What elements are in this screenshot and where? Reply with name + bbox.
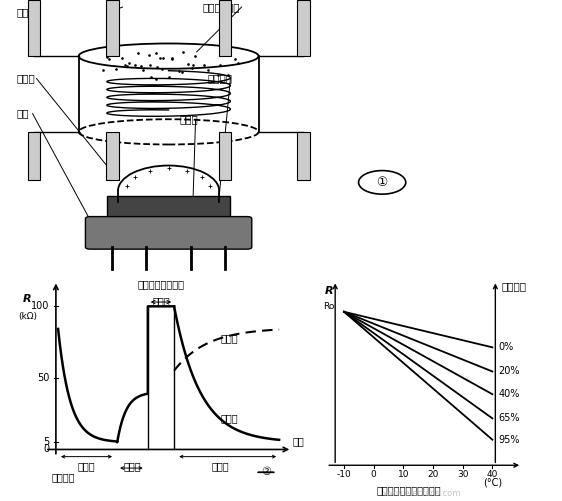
Text: 氧化性: 氧化性 <box>220 333 238 343</box>
Text: R: R <box>23 294 32 304</box>
Text: 电极: 电极 <box>107 2 119 12</box>
Text: 管座: 管座 <box>17 109 29 119</box>
FancyBboxPatch shape <box>85 216 252 249</box>
Text: 加热开关: 加热开关 <box>52 472 75 482</box>
Text: 65%: 65% <box>498 413 520 423</box>
FancyBboxPatch shape <box>219 0 231 56</box>
Text: 暖气时: 暖气时 <box>211 461 229 471</box>
Bar <box>107 196 230 221</box>
Text: 响应时间约一分钟: 响应时间约一分钟 <box>138 279 184 289</box>
Text: Ro: Ro <box>324 302 335 311</box>
Text: (kΩ): (kΩ) <box>18 312 37 321</box>
Text: 40: 40 <box>487 470 498 479</box>
Text: 95%: 95% <box>498 435 520 445</box>
Text: 还原性: 还原性 <box>220 413 238 423</box>
FancyBboxPatch shape <box>28 132 40 179</box>
Text: 时间: 时间 <box>292 436 304 446</box>
FancyBboxPatch shape <box>219 132 231 179</box>
Text: ②: ② <box>261 467 271 477</box>
Text: 0: 0 <box>371 470 377 479</box>
Text: 0%: 0% <box>498 342 514 352</box>
Text: -10: -10 <box>337 470 351 479</box>
Text: 封装玻璃: 封装玻璃 <box>208 74 233 84</box>
FancyBboxPatch shape <box>297 132 310 179</box>
FancyBboxPatch shape <box>106 0 119 56</box>
Text: 10: 10 <box>398 470 409 479</box>
FancyBboxPatch shape <box>297 0 310 56</box>
Text: 氧化物半导体: 氧化物半导体 <box>202 2 240 12</box>
Text: 温湿度和灵敏度系数曲线: 温湿度和灵敏度系数曲线 <box>377 485 442 495</box>
Text: (°C): (°C) <box>483 477 502 487</box>
Text: 电极脚: 电极脚 <box>180 114 198 124</box>
Text: 40%: 40% <box>498 389 520 399</box>
Text: 加热器: 加热器 <box>17 8 35 18</box>
FancyBboxPatch shape <box>28 0 40 56</box>
Text: 5: 5 <box>43 437 49 447</box>
Text: 稳定期: 稳定期 <box>152 296 170 306</box>
Text: www.elecfans.com: www.elecfans.com <box>382 489 461 498</box>
Text: 50: 50 <box>37 373 49 383</box>
Text: 30: 30 <box>457 470 469 479</box>
Text: 20%: 20% <box>498 367 520 376</box>
Text: 20: 20 <box>427 470 439 479</box>
Text: 0: 0 <box>43 444 49 454</box>
FancyBboxPatch shape <box>106 132 119 179</box>
Text: 加热期: 加热期 <box>78 461 96 471</box>
Text: R: R <box>325 286 334 296</box>
Text: 防爆网: 防爆网 <box>17 74 35 84</box>
Text: 100: 100 <box>31 301 49 311</box>
Text: 大气中: 大气中 <box>124 461 141 471</box>
Text: 相对湿度: 相对湿度 <box>501 281 526 291</box>
Text: ①: ① <box>377 176 388 189</box>
